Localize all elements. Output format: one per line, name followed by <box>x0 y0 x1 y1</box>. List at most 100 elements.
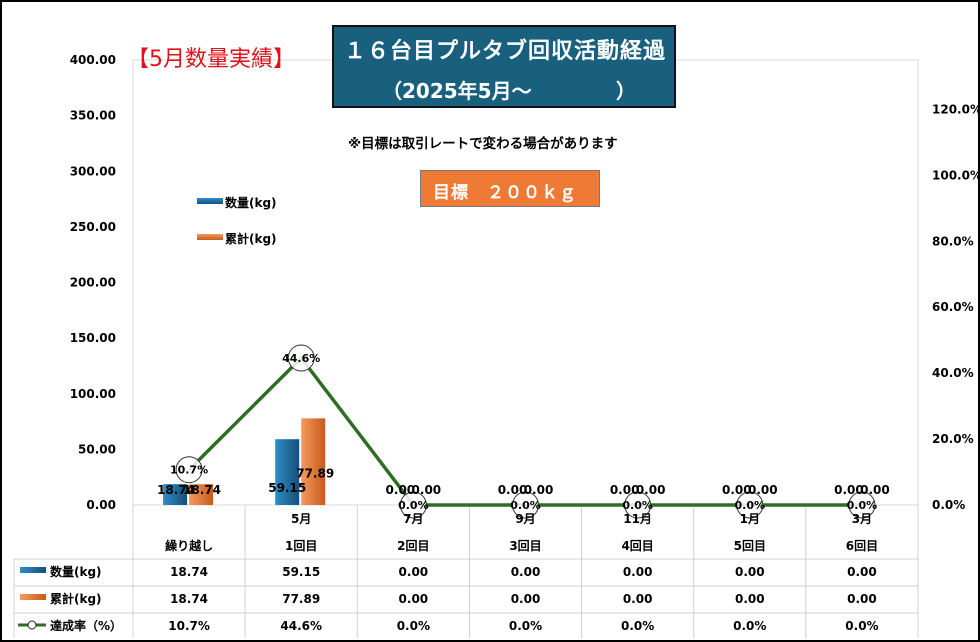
bar-label-quantity: 0.00 <box>386 483 416 497</box>
table-cell: 0.00 <box>399 592 429 606</box>
table-cell: 0.0% <box>845 619 878 633</box>
table-cell: 18.74 <box>170 565 208 579</box>
rate-marker <box>848 491 876 519</box>
rate-label: 0.0% <box>735 499 766 512</box>
y-tick-label: 350.00 <box>70 109 116 123</box>
y-tick-label: 300.00 <box>70 164 116 178</box>
bar-label-quantity: 0.00 <box>498 483 528 497</box>
bar-label-quantity: 18.74 <box>157 483 195 497</box>
rate-label: 0.0% <box>622 499 653 512</box>
rate-marker <box>175 456 203 484</box>
bar-label-cumulative: 0.00 <box>636 483 666 497</box>
bar-quantity <box>163 484 188 505</box>
rate-label: 0.0% <box>847 499 878 512</box>
plot-area <box>132 59 919 506</box>
bar-label-cumulative: 77.89 <box>296 466 334 480</box>
legend-label-quantity: 数量(kg) <box>225 196 277 210</box>
legend-swatch-cumulative <box>197 234 223 240</box>
month-label: 5月 <box>291 512 311 526</box>
y2-tick-label: 60.0% <box>932 300 974 314</box>
y2-tick-label: 20.0% <box>932 432 974 446</box>
target-box: 目標 ２００ｋｇ <box>420 170 600 207</box>
month-label: 1月 <box>740 512 760 526</box>
table-cell: 10.7% <box>168 619 210 633</box>
rate-label: 10.7% <box>170 464 208 477</box>
title-box: １６台目プルタブ回収活動経過 （2025年5月～ ） <box>332 25 676 108</box>
bar-label-quantity: 59.15 <box>268 481 306 495</box>
table-row-label: 累計(kg) <box>50 591 102 606</box>
table-cell: 0.00 <box>735 565 765 579</box>
category-label: 2回目 <box>397 539 429 553</box>
category-label: 5回目 <box>734 539 766 553</box>
table-cell: 44.6% <box>280 619 322 633</box>
table-cell: 0.0% <box>621 619 654 633</box>
table-legend-marker <box>27 620 37 630</box>
y2-tick-label: 80.0% <box>932 234 974 248</box>
legend-label-cumulative: 累計(kg) <box>225 232 277 246</box>
table-cell: 0.0% <box>509 619 542 633</box>
table-row-label: 数量(kg) <box>50 564 102 579</box>
table-cell: 0.00 <box>735 592 765 606</box>
category-label: 3回目 <box>509 539 541 553</box>
bar-label-quantity: 0.00 <box>722 483 752 497</box>
rate-marker <box>399 491 427 519</box>
table-cell: 0.00 <box>399 565 429 579</box>
month-label: 11月 <box>623 512 652 526</box>
bar-cumulative <box>301 418 326 505</box>
bar-label-cumulative: 18.74 <box>183 483 221 497</box>
table-cell: 0.0% <box>397 619 430 633</box>
target-text: 目標 ２００ｋｇ <box>433 183 577 203</box>
legend-swatch-quantity <box>197 198 223 204</box>
table-cell: 0.00 <box>623 565 653 579</box>
bar-label-cumulative: 0.00 <box>412 483 442 497</box>
rate-marker <box>512 491 539 519</box>
month-label: 7月 <box>403 512 423 526</box>
category-label: 繰り越し <box>165 538 213 553</box>
category-label: 6回目 <box>846 539 878 553</box>
table-cell: 0.00 <box>623 592 653 606</box>
rate-marker <box>736 491 764 519</box>
table-legend-swatch <box>20 567 46 573</box>
y2-tick-label: 0.0% <box>932 498 965 512</box>
y-tick-label: 50.00 <box>78 442 116 456</box>
y-tick-label: 200.00 <box>70 276 116 290</box>
chart-subtitle: （2025年5月～ <box>382 79 532 103</box>
bar-label-cumulative: 0.00 <box>860 483 890 497</box>
category-label: 1回目 <box>285 539 317 553</box>
y-tick-label: 250.00 <box>70 220 116 234</box>
table-legend-swatch <box>20 594 46 600</box>
bar-label-quantity: 0.00 <box>834 483 864 497</box>
month-label: 9月 <box>515 512 535 526</box>
y-tick-label: 100.00 <box>70 387 116 401</box>
y-tick-label: 150.00 <box>70 331 116 345</box>
chart-title: １６台目プルタブ回収活動経過 <box>344 39 667 64</box>
bar-label-cumulative: 0.00 <box>748 483 778 497</box>
bar-label-quantity: 0.00 <box>610 483 640 497</box>
month-label: 3月 <box>852 512 872 526</box>
bar-quantity <box>275 439 300 505</box>
table-cell: 0.00 <box>847 592 877 606</box>
table-cell: 0.0% <box>733 619 766 633</box>
table-row-label: 達成率（%） <box>50 618 122 633</box>
category-label: 4回目 <box>621 539 653 553</box>
y2-tick-label: 120.0% <box>932 102 980 116</box>
rate-label: 0.0% <box>398 499 429 512</box>
table-cell: 18.74 <box>170 592 208 606</box>
bar-cumulative <box>189 484 214 505</box>
table-cell: 59.15 <box>282 565 320 579</box>
note-text: ※目標は取引レートで変わる場合があります <box>348 136 618 152</box>
bar-label-cumulative: 0.00 <box>524 483 554 497</box>
chart-subtitle-close: ） <box>616 79 636 103</box>
y-tick-label: 0.00 <box>86 498 116 512</box>
rate-label: 0.0% <box>510 499 541 512</box>
y2-tick-label: 40.0% <box>932 366 974 380</box>
rate-marker <box>287 344 315 372</box>
rate-marker <box>624 491 652 519</box>
y-tick-label: 400.00 <box>70 53 116 67</box>
table-cell: 0.00 <box>847 565 877 579</box>
table-cell: 77.89 <box>282 592 320 606</box>
table-cell: 0.00 <box>511 592 541 606</box>
y2-tick-label: 100.0% <box>932 168 980 182</box>
table-cell: 0.00 <box>511 565 541 579</box>
section-title: 【5月数量実績】 <box>127 47 295 72</box>
